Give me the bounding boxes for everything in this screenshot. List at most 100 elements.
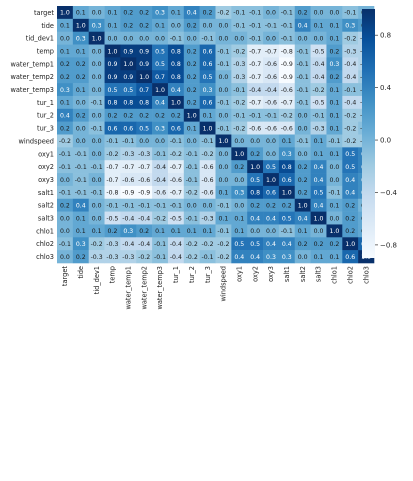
heatmap-cell bbox=[310, 108, 327, 122]
cell-value-label: 0.1 bbox=[314, 254, 324, 261]
heatmap-cell bbox=[136, 95, 153, 110]
cell-value-label: 0.9 bbox=[108, 61, 118, 68]
heatmap-cell bbox=[263, 57, 280, 71]
cell-value-label: -0.2 bbox=[186, 190, 198, 197]
heatmap-cell bbox=[104, 121, 121, 135]
heatmap-cell bbox=[342, 70, 359, 84]
heatmap-cell bbox=[263, 237, 280, 251]
y-tick-label: salt3 bbox=[38, 215, 54, 223]
heatmap-cell bbox=[326, 31, 343, 45]
cell-value-label: -0.1 bbox=[202, 35, 214, 42]
heatmap-cell bbox=[310, 211, 327, 225]
x-tick-label: chlo2 bbox=[346, 266, 354, 284]
cell-value-label: 0.1 bbox=[155, 228, 165, 235]
heatmap-cell bbox=[263, 250, 280, 264]
heatmap-cell bbox=[152, 173, 169, 187]
heatmap-cell bbox=[152, 160, 169, 174]
heatmap-cell bbox=[104, 83, 121, 97]
heatmap-cell bbox=[88, 6, 105, 20]
cell-value-label: 0.2 bbox=[266, 202, 276, 209]
heatmap-cell bbox=[104, 108, 121, 122]
heatmap-cell bbox=[310, 173, 327, 187]
cell-value-label: 0.0 bbox=[314, 10, 324, 17]
cell-value-label: -0.2 bbox=[281, 113, 293, 120]
heatmap-cell bbox=[183, 83, 200, 97]
cell-value-label: -0.3 bbox=[138, 151, 150, 158]
cell-value-label: -0.2 bbox=[59, 138, 71, 145]
heatmap-cell bbox=[326, 95, 343, 110]
heatmap-cell bbox=[88, 134, 105, 148]
heatmap-cell bbox=[326, 108, 343, 122]
cell-value-label: 0.2 bbox=[298, 177, 308, 184]
heatmap-cell bbox=[104, 173, 121, 187]
heatmap-cell bbox=[167, 134, 185, 148]
heatmap-cell bbox=[294, 198, 311, 212]
cell-value-label: -0.1 bbox=[233, 87, 245, 94]
cell-value-label: 0.6 bbox=[108, 125, 118, 132]
x-tick-label: tid_dev1 bbox=[93, 266, 101, 294]
colorbar-tick-label: −0.4 bbox=[380, 189, 398, 197]
cell-value-label: -0.1 bbox=[249, 10, 261, 17]
cell-value-label: -0.1 bbox=[170, 202, 182, 209]
cell-value-label: -0.1 bbox=[91, 190, 103, 197]
cell-value-label: 0.4 bbox=[282, 241, 292, 248]
y-tick-label: temp bbox=[37, 47, 54, 55]
heatmap-cell bbox=[88, 211, 105, 225]
cell-value-label: 0.2 bbox=[187, 100, 197, 107]
cell-value-label: -0.4 bbox=[249, 87, 261, 94]
heatmap-cell bbox=[183, 173, 200, 187]
heatmap-cell bbox=[88, 121, 105, 135]
heatmap-cell bbox=[342, 121, 359, 135]
heatmap-cell bbox=[104, 31, 121, 45]
heatmap-cell bbox=[231, 108, 248, 122]
heatmap-cell bbox=[231, 185, 248, 200]
cell-value-label: 0.2 bbox=[187, 61, 197, 68]
heatmap-cell bbox=[326, 6, 343, 20]
heatmap-cell bbox=[215, 95, 232, 110]
heatmap-cell bbox=[278, 18, 296, 32]
heatmap-cell bbox=[152, 31, 169, 45]
x-tick-label: windspeed bbox=[220, 266, 228, 302]
heatmap-cell bbox=[294, 95, 311, 110]
cell-value-label: -0.1 bbox=[217, 100, 229, 107]
heatmap-cell bbox=[72, 31, 89, 45]
cell-value-label: 0.1 bbox=[329, 87, 339, 94]
heatmap-cell bbox=[167, 44, 185, 58]
cell-value-label: 1.0 bbox=[123, 61, 133, 68]
cell-value-label: 0.5 bbox=[282, 215, 292, 222]
heatmap-cell bbox=[199, 6, 216, 20]
cell-value-label: 0.4 bbox=[345, 190, 355, 197]
cell-value-label: 0.6 bbox=[266, 190, 276, 197]
cell-value-label: 0.1 bbox=[329, 125, 339, 132]
heatmap-cell bbox=[152, 224, 169, 238]
heatmap-cell bbox=[88, 237, 105, 251]
heatmap-cell bbox=[88, 147, 105, 161]
cell-value-label: -0.2 bbox=[106, 151, 118, 158]
heatmap-cell bbox=[231, 147, 248, 161]
heatmap-cell bbox=[310, 185, 327, 200]
heatmap-cell bbox=[88, 198, 105, 212]
heatmap-cell bbox=[167, 6, 185, 20]
heatmap-cell bbox=[152, 237, 169, 251]
heatmap-cell bbox=[199, 160, 216, 174]
heatmap-cell bbox=[152, 185, 169, 200]
cell-value-label: -0.1 bbox=[297, 138, 309, 145]
cell-value-label: 0.2 bbox=[250, 202, 260, 209]
cell-value-label: 0.0 bbox=[219, 164, 229, 171]
y-tick-label: target bbox=[34, 9, 54, 17]
heatmap-cell bbox=[231, 121, 248, 135]
cell-value-label: 1.0 bbox=[282, 190, 292, 197]
heatmap-cell bbox=[88, 70, 105, 84]
cell-value-label: 0.0 bbox=[266, 138, 276, 145]
heatmap-cell bbox=[215, 108, 232, 122]
heatmap-cell bbox=[199, 57, 216, 71]
cell-value-label: 0.2 bbox=[203, 10, 213, 17]
heatmap-cell bbox=[72, 18, 89, 32]
heatmap-cell bbox=[326, 134, 343, 148]
heatmap-cell bbox=[231, 224, 248, 238]
heatmap-cell bbox=[294, 121, 311, 135]
colorbar-tick-label: 0.4 bbox=[380, 84, 392, 92]
heatmap-cell bbox=[326, 70, 343, 84]
x-tick-label: tur_2 bbox=[188, 266, 196, 283]
cell-value-label: 0.8 bbox=[250, 190, 260, 197]
